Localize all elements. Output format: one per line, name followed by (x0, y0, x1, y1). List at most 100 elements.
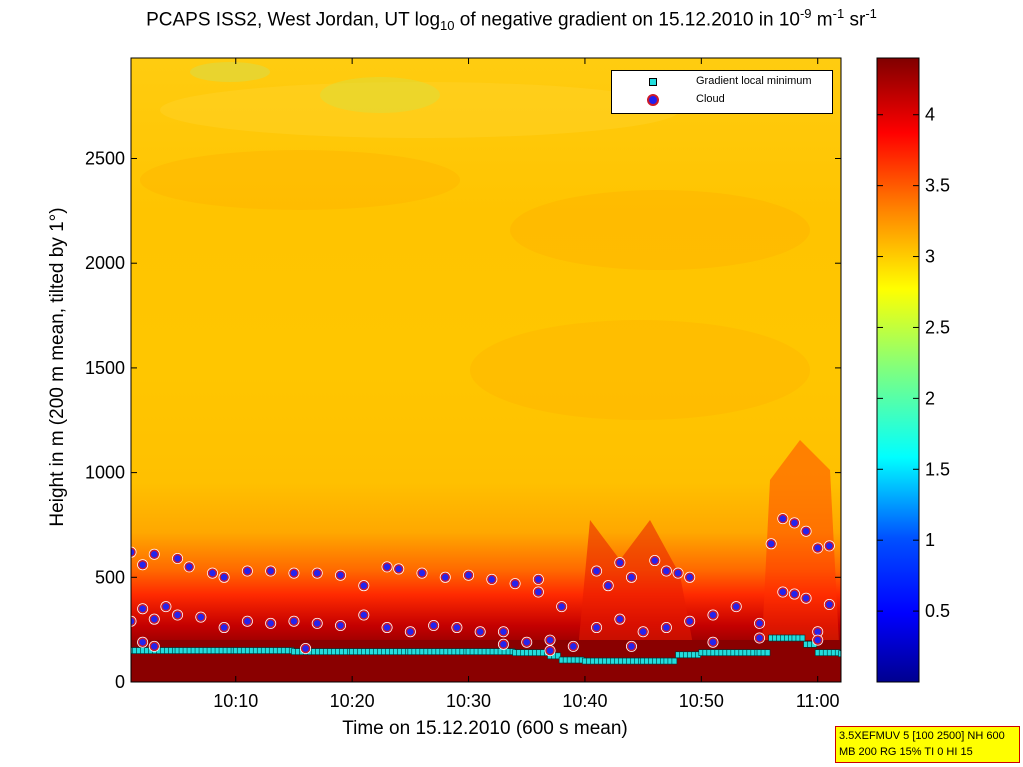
cloud-marker (626, 641, 637, 652)
cloud-marker (475, 626, 485, 637)
cloud-marker (591, 622, 602, 633)
cloud-marker (545, 635, 555, 645)
cloud-marker (172, 553, 183, 564)
cloud-marker (196, 612, 206, 622)
stamp-line-1: 3.5XEFMUV 5 [100 2500] NH 600 (839, 730, 1005, 742)
gradient-minimum-marker (838, 650, 841, 658)
stamp-line-2: MB 200 RG 15% TI 0 HI 15 (839, 746, 973, 758)
colorbar-tick-label: 3.5 (925, 176, 950, 196)
cloud-marker (207, 568, 218, 578)
cloud-marker (778, 587, 788, 597)
cloud-marker (754, 618, 765, 629)
cloud-marker (335, 620, 346, 631)
colorbar-tick-label: 0.5 (925, 601, 950, 621)
colorbar-tick-label: 4 (925, 105, 935, 125)
cloud-marker (452, 622, 462, 633)
cloud-marker (289, 616, 299, 627)
cloud-marker (789, 518, 800, 528)
cloud-marker (754, 633, 765, 643)
cloud-marker (463, 570, 474, 580)
cloud-marker (219, 572, 229, 583)
cloud-marker (684, 616, 695, 627)
cloud-marker (650, 555, 660, 566)
gradient-minimum-marker (764, 649, 771, 656)
cloud-marker (766, 539, 776, 549)
gradient-minimum-marker (799, 634, 806, 642)
colorbar-tick-label: 3 (925, 247, 935, 267)
axis-layer: 10:10 10:20 10:30 10:40 10:50 11:00 0 500 1000 15… (85, 58, 841, 711)
cloud-marker (172, 610, 183, 620)
cloud-marker (149, 614, 160, 624)
cloud-marker (615, 614, 625, 624)
cloud-marker (382, 622, 392, 633)
colorbar-tick-label: 2.5 (925, 317, 950, 337)
colorbar (876, 57, 920, 683)
cloud-marker (731, 601, 741, 612)
cloud-marker (487, 574, 497, 585)
cloud-marker (684, 572, 695, 583)
plot-frame (130, 57, 842, 683)
cloud-marker (382, 562, 392, 572)
cloud-marker (638, 626, 648, 637)
cloud-marker (137, 637, 148, 647)
cloud-marker (137, 559, 148, 570)
x-tick-label: 10:30 (446, 691, 491, 711)
cloud-marker (789, 589, 800, 599)
cloud-marker (289, 568, 299, 578)
x-tick-label: 10:10 (213, 691, 258, 711)
cloud-marker (824, 541, 835, 551)
cloud-marker (149, 549, 160, 560)
cloud-marker (359, 580, 369, 591)
heatmap-field (131, 58, 841, 682)
y-tick-label: 2000 (85, 253, 125, 273)
cloud-marker (510, 578, 520, 589)
y-tick-label: 500 (95, 567, 125, 587)
cloud-marker (393, 564, 404, 574)
cloud-marker (545, 645, 555, 656)
cloud-marker (521, 637, 532, 647)
cloud-marker (812, 635, 823, 645)
colorbar-tick-label: 2 (925, 388, 935, 408)
chart-title: PCAPS ISS2, West Jordan, UT log10 of neg… (146, 6, 877, 34)
x-tick-label: 10:50 (679, 691, 724, 711)
cloud-marker (265, 618, 276, 629)
cloud-marker (131, 547, 136, 557)
gradient-minimum-marker (671, 657, 678, 665)
cloud-marker (300, 643, 311, 654)
cloud-marker (591, 566, 602, 576)
cloud-marker (615, 557, 625, 568)
cloud-marker (312, 568, 322, 578)
circle-marker-icon (647, 94, 659, 106)
settings-stamp: 3.5XEFMUV 5 [100 2500] NH 600 MB 200 RG … (835, 726, 1020, 763)
legend-item-gradient: Gradient local minimum (612, 73, 832, 91)
square-marker-icon (649, 78, 657, 86)
cloud-marker (417, 568, 427, 578)
colorbar-ticks: 0.5 1 1.5 2 2.5 3 3.5 4 (877, 105, 950, 621)
cloud-marker (359, 610, 369, 620)
cloud-marker (533, 574, 544, 585)
cloud-marker (184, 562, 194, 572)
cloud-marker (708, 637, 718, 647)
gradient-minimum-marker (555, 652, 561, 660)
cloud-marker (335, 570, 346, 580)
cloud-marker (242, 566, 253, 576)
cloud-marker (801, 526, 811, 536)
cloud-marker (137, 603, 148, 614)
cloud-marker (265, 566, 276, 576)
cloud-marker (812, 626, 823, 637)
y-tick-label: 1500 (85, 358, 125, 378)
cloud-marker (824, 599, 835, 610)
cloud-marker (131, 616, 136, 627)
cloud-marker (219, 622, 229, 633)
cloud-marker (626, 572, 637, 583)
cloud-marker (603, 580, 613, 591)
y-tick-label: 1000 (85, 463, 125, 483)
cloud-marker (498, 639, 509, 650)
cloud-marker (428, 620, 439, 631)
cloud-marker (498, 626, 509, 637)
cloud-marker (661, 622, 672, 633)
cloud-marker (312, 618, 322, 629)
cloud-marker (440, 572, 451, 583)
x-tick-label: 10:40 (562, 691, 607, 711)
x-tick-label: 11:00 (796, 691, 840, 711)
